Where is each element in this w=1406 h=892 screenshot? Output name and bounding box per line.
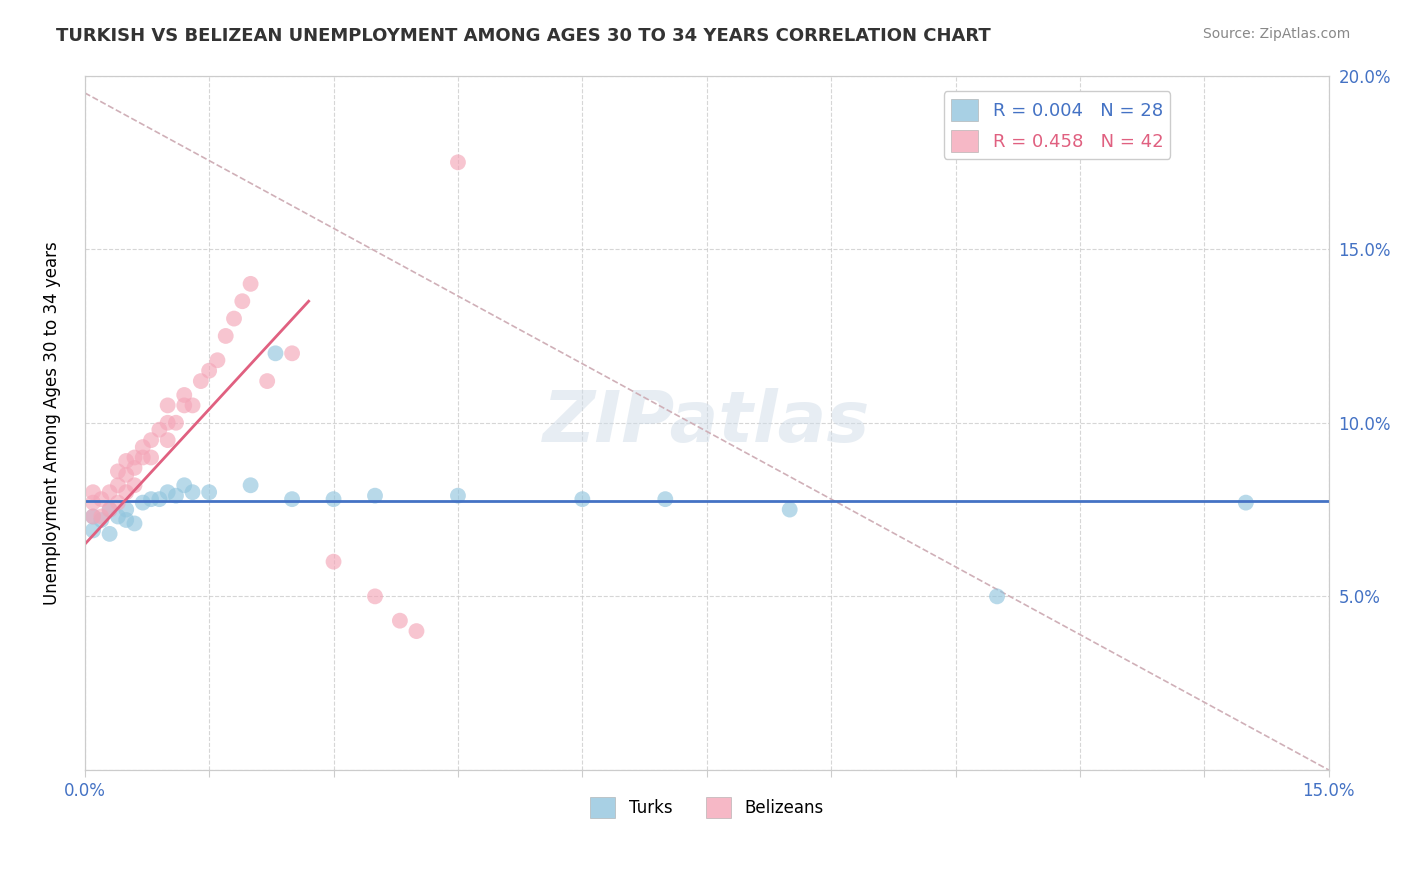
- Text: ZIPatlas: ZIPatlas: [543, 388, 870, 458]
- Point: [181, 398, 204, 412]
- Point: [156, 433, 179, 447]
- Point: [1234, 495, 1257, 509]
- Point: [98, 527, 121, 541]
- Point: [82, 524, 104, 538]
- Point: [239, 277, 262, 291]
- Point: [124, 516, 146, 531]
- Point: [90, 509, 112, 524]
- Point: [124, 461, 146, 475]
- Point: [98, 502, 121, 516]
- Point: [198, 485, 221, 500]
- Text: Source: ZipAtlas.com: Source: ZipAtlas.com: [1202, 27, 1350, 41]
- Point: [571, 492, 593, 507]
- Point: [107, 495, 129, 509]
- Point: [148, 492, 170, 507]
- Point: [447, 155, 470, 169]
- Y-axis label: Unemployment Among Ages 30 to 34 years: Unemployment Among Ages 30 to 34 years: [44, 241, 60, 605]
- Point: [239, 478, 262, 492]
- Point: [231, 294, 253, 309]
- Point: [115, 467, 138, 482]
- Point: [281, 492, 304, 507]
- Point: [447, 489, 470, 503]
- Point: [207, 353, 229, 368]
- Point: [82, 509, 104, 524]
- Point: [115, 454, 138, 468]
- Point: [322, 492, 344, 507]
- Point: [190, 374, 212, 388]
- Point: [98, 485, 121, 500]
- Point: [139, 450, 162, 465]
- Point: [654, 492, 676, 507]
- Point: [132, 450, 155, 465]
- Text: TURKISH VS BELIZEAN UNEMPLOYMENT AMONG AGES 30 TO 34 YEARS CORRELATION CHART: TURKISH VS BELIZEAN UNEMPLOYMENT AMONG A…: [56, 27, 991, 45]
- Point: [115, 502, 138, 516]
- Point: [364, 489, 387, 503]
- Point: [82, 495, 104, 509]
- Point: [173, 398, 195, 412]
- Point: [139, 492, 162, 507]
- Point: [156, 416, 179, 430]
- Point: [215, 329, 238, 343]
- Point: [90, 492, 112, 507]
- Point: [124, 478, 146, 492]
- Point: [90, 513, 112, 527]
- Point: [115, 485, 138, 500]
- Point: [264, 346, 287, 360]
- Point: [388, 614, 411, 628]
- Point: [82, 485, 104, 500]
- Point: [148, 423, 170, 437]
- Point: [98, 502, 121, 516]
- Point: [107, 478, 129, 492]
- Point: [132, 495, 155, 509]
- Point: [322, 555, 344, 569]
- Point: [115, 513, 138, 527]
- Point: [173, 388, 195, 402]
- Legend: Turks, Belizeans: Turks, Belizeans: [583, 790, 830, 824]
- Point: [281, 346, 304, 360]
- Point: [165, 489, 187, 503]
- Point: [173, 478, 195, 492]
- Point: [779, 502, 801, 516]
- Point: [156, 398, 179, 412]
- Point: [364, 590, 387, 604]
- Point: [107, 464, 129, 478]
- Point: [139, 433, 162, 447]
- Point: [156, 485, 179, 500]
- Point: [222, 311, 245, 326]
- Point: [132, 440, 155, 454]
- Point: [256, 374, 278, 388]
- Point: [181, 485, 204, 500]
- Point: [82, 509, 104, 524]
- Point: [107, 509, 129, 524]
- Point: [198, 364, 221, 378]
- Point: [405, 624, 427, 639]
- Point: [986, 590, 1008, 604]
- Point: [124, 450, 146, 465]
- Point: [165, 416, 187, 430]
